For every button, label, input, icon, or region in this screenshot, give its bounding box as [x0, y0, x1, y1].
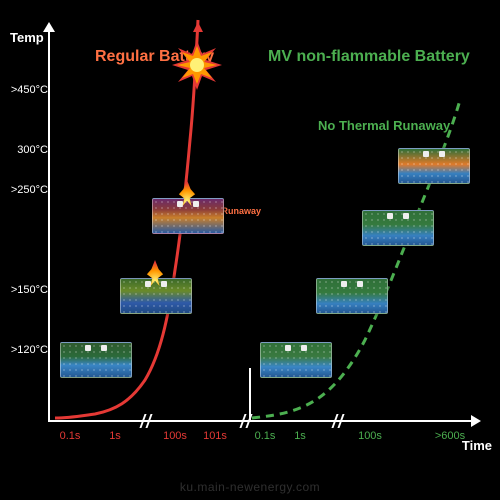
regular-battery-title: Regular Battery [95, 48, 214, 66]
battery-cell-right [398, 148, 470, 184]
battery-cell-right [260, 342, 332, 378]
x-tick: 1s [294, 430, 306, 442]
x-tick: 0.1s [60, 430, 81, 442]
x-tick: 101s [203, 430, 227, 442]
battery-cell-right [362, 210, 434, 246]
battery-cell-left [120, 278, 192, 314]
x-tick: 100s [358, 430, 382, 442]
x-axis-arrow [471, 415, 481, 427]
axis-break [142, 414, 154, 428]
axis-break [242, 414, 254, 428]
y-tick: >150°C [4, 284, 48, 296]
y-axis-arrow [43, 22, 55, 32]
battery-cell-left [152, 198, 224, 234]
x-tick: 0.1s [255, 430, 276, 442]
x-tick: 100s [163, 430, 187, 442]
watermark: ku.main-newenergy.com [180, 480, 320, 494]
y-tick: >250°C [4, 184, 48, 196]
x-axis-title: Time [462, 438, 492, 453]
axis-break [334, 414, 346, 428]
battery-cell-left [60, 342, 132, 378]
x-axis [48, 420, 473, 422]
y-axis [48, 30, 50, 420]
thermal-runaway-chart: Temp Time >450°C300°C>250°C>150°C>120°C … [0, 0, 500, 500]
y-tick: 300°C [4, 144, 48, 156]
battery-cell-right [316, 278, 388, 314]
y-tick: >120°C [4, 344, 48, 356]
mv-battery-title: MV non-flammable Battery [268, 48, 470, 66]
x-tick: >600s [435, 430, 465, 442]
x-tick: 1s [109, 430, 121, 442]
y-tick: >450°C [4, 84, 48, 96]
y-axis-title: Temp [10, 30, 44, 45]
no-thermal-runaway-label: No Thermal Runaway [318, 118, 450, 133]
